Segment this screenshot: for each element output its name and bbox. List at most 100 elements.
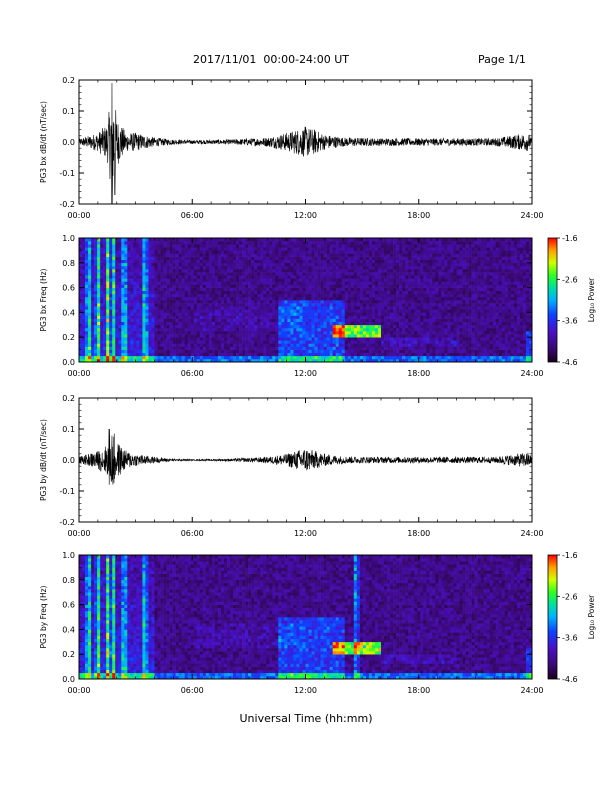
spectrogram-cell	[302, 309, 306, 313]
spectrogram-cell	[94, 262, 98, 267]
spectrogram-cell	[362, 281, 367, 285]
spectrogram-cell	[172, 303, 176, 307]
spectrogram-cell	[365, 315, 370, 319]
spectrogram-cell	[172, 358, 176, 363]
spectrogram-cell	[305, 256, 309, 260]
spectrogram-cell	[254, 272, 258, 276]
spectrogram-cell	[220, 250, 225, 254]
spectrogram-cell	[91, 290, 95, 295]
spectrogram-cell	[127, 327, 131, 332]
spectrogram-cell	[91, 287, 95, 291]
spectrogram-cell	[353, 315, 358, 319]
spectrogram-cell	[184, 343, 189, 347]
spectrogram-cell	[230, 358, 234, 363]
spectrogram-cell	[79, 241, 83, 245]
spectrogram-cell	[371, 244, 376, 248]
spectrogram-cell	[308, 315, 312, 319]
spectrogram-cell	[287, 247, 291, 251]
spectrogram-cell	[341, 256, 346, 260]
spectrogram-cell	[332, 238, 336, 242]
spectrogram-cell	[239, 269, 243, 273]
spectrogram-cell	[435, 321, 439, 326]
spectrogram-cell	[362, 256, 367, 260]
spectrogram-cell	[172, 247, 176, 251]
spectrogram-cell	[284, 303, 288, 307]
spectrogram-cell	[115, 309, 119, 313]
spectrogram-cell	[399, 355, 403, 360]
spectrogram-cell	[226, 250, 231, 254]
spectrogram-cell	[381, 278, 385, 282]
spectrogram-cell	[396, 352, 400, 357]
spectrogram-cell	[272, 346, 276, 350]
spectrogram-cell	[239, 296, 243, 301]
spectrogram-cell	[347, 318, 352, 322]
spectrogram-cell	[88, 318, 92, 322]
spectrogram-cell	[350, 358, 355, 363]
spectrogram-cell	[94, 340, 98, 344]
spectrogram-cell	[196, 355, 201, 360]
spectrogram-cell	[193, 269, 198, 273]
spectrogram-cell	[359, 253, 364, 257]
spectrogram-cell	[94, 284, 98, 288]
spectrogram-cell	[103, 256, 107, 260]
spectrogram-cell	[435, 281, 439, 285]
spectrogram-cell	[272, 272, 276, 276]
spectrogram-cell	[263, 269, 267, 273]
spectrogram-cell	[359, 324, 364, 329]
spectrogram-cell	[136, 312, 140, 316]
spectrogram-cell	[178, 253, 182, 257]
spectrogram-cell	[211, 287, 216, 291]
spectrogram-cell	[356, 337, 361, 341]
spectrogram-cell	[429, 259, 433, 264]
spectrogram-cell	[278, 269, 282, 273]
spectrogram-cell	[353, 272, 358, 276]
spectrogram-cell	[377, 355, 382, 360]
spectrogram-cell	[399, 327, 403, 332]
spectrogram-cell	[350, 318, 355, 322]
spectrogram-cell	[163, 352, 167, 357]
spectrogram-cell	[139, 318, 143, 322]
spectrogram-cell	[121, 293, 125, 298]
spectrogram-cell	[254, 259, 258, 264]
spectrogram-cell	[429, 358, 433, 363]
spectrogram-cell	[160, 296, 164, 301]
spectrogram-cell	[374, 265, 379, 270]
spectrogram-cell	[390, 293, 394, 298]
spectrogram-cell	[347, 324, 352, 329]
spectrogram-cell	[444, 265, 448, 270]
spectrogram-cell	[112, 303, 116, 307]
spectrogram-cell	[293, 349, 297, 353]
spectrogram-cell	[390, 241, 394, 245]
spectrogram-cell	[368, 324, 373, 329]
spectrogram-cell	[317, 253, 321, 257]
spectrogram-cell	[118, 250, 122, 254]
spectrogram-cell	[208, 247, 213, 251]
spectrogram-cell	[130, 269, 134, 273]
spectrogram-cell	[175, 315, 179, 319]
spectrogram-cell	[359, 312, 364, 316]
spectrogram-cell	[208, 349, 213, 353]
spectrogram-cell	[353, 321, 358, 326]
spectrogram-cell	[281, 303, 285, 307]
spectrogram-cell	[432, 241, 436, 245]
spectrogram-cell	[121, 290, 125, 295]
spectrogram-cell	[308, 300, 312, 304]
spectrogram-cell	[121, 300, 125, 304]
spectrogram-cell	[112, 278, 116, 282]
spectrogram-cell	[91, 241, 95, 245]
spectrogram-cell	[402, 312, 406, 316]
spectrogram-cell	[248, 318, 252, 322]
spectrogram-cell	[196, 318, 201, 322]
spectrogram-cell	[190, 293, 195, 298]
spectrogram-cell	[172, 253, 176, 257]
spectrogram-cell	[91, 275, 95, 279]
spectrogram-cell	[239, 290, 243, 295]
spectrogram-cell	[230, 247, 234, 251]
spectrogram-cell	[390, 321, 394, 326]
spectrogram-cell	[124, 287, 128, 291]
spectrogram-cell	[432, 238, 436, 242]
spectrogram-cell	[91, 352, 95, 357]
spectrogram-cell	[103, 343, 107, 347]
spectrogram-cell	[100, 272, 104, 276]
spectrogram-cell	[266, 293, 270, 298]
